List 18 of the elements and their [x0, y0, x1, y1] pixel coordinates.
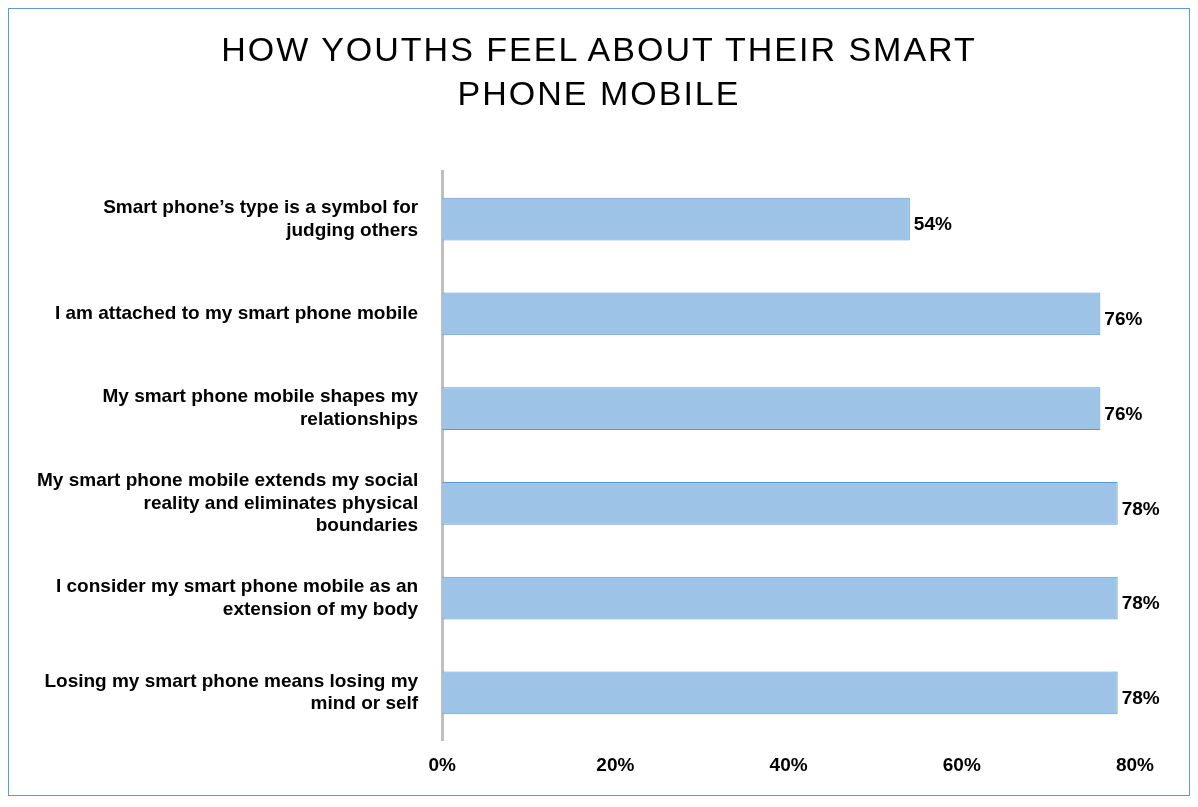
x-tick-label: 0% [428, 753, 456, 775]
y-tick-label: I am attached to my smart phone mobile [54, 302, 419, 324]
y-tick-label: My smart phone mobile shapes my relationships [102, 385, 419, 430]
data-label: 54% [913, 213, 952, 235]
x-tick-label: 60% [942, 753, 981, 775]
y-tick-label: Losing my smart phone means losing my mind or self [44, 669, 419, 714]
chart-title: HOW YOUTHS FEEL ABOUT THEIR SMART PHONE MOBILE [220, 29, 978, 114]
y-tick-label: Smart phone’s type is a symbol for judging others [103, 196, 419, 240]
x-tick-label: 40% [769, 753, 808, 775]
data-label: 78% [1121, 687, 1160, 709]
data-label: 76% [1104, 402, 1143, 424]
data-label: 76% [1104, 308, 1143, 330]
data-label: 78% [1121, 497, 1160, 519]
x-tick-label: 80% [1115, 753, 1155, 775]
data-label: 78% [1121, 592, 1160, 614]
x-tick-label: 20% [596, 753, 635, 775]
y-tick-label: I consider my smart phone mobile as an extension of my body [56, 574, 419, 619]
y-tick-label: My smart phone mobile extends my social reality and eliminates physical boundaries [37, 468, 419, 536]
